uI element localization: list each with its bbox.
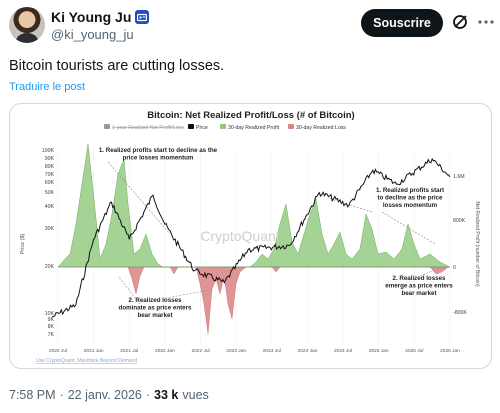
x-tick-label: 2020 Jul xyxy=(49,348,67,354)
tweet-time[interactable]: 7:58 PM xyxy=(9,388,56,402)
annotation-arrow xyxy=(154,289,211,301)
annotation-text: to decline as the price xyxy=(378,195,444,202)
verified-badge-icon[interactable] xyxy=(135,10,150,24)
annotation-arrow xyxy=(419,267,441,277)
annotation-text: losses momentum xyxy=(383,202,438,209)
author-handle[interactable]: @ki_young_ju xyxy=(51,27,134,42)
avatar[interactable] xyxy=(9,7,45,43)
price-line xyxy=(51,157,451,318)
views-label: vues xyxy=(182,388,209,402)
annotation-arrow xyxy=(107,161,171,235)
y-left-tick-label: 40K xyxy=(45,204,55,210)
y-right-tick-label: 1.6M xyxy=(453,174,465,180)
x-tick-label: 2021 Jan xyxy=(84,348,104,354)
legend-label: 30-day Realized Loss xyxy=(296,125,346,131)
annotation-text: bear market xyxy=(137,312,172,319)
tweet-date[interactable]: 22 janv. 2026 xyxy=(67,388,142,402)
meta-separator: · xyxy=(145,388,151,402)
annotation-arrow xyxy=(327,197,373,213)
legend-swatch xyxy=(288,124,294,129)
y-left-tick-label: 90K xyxy=(45,156,55,162)
legend-label: 1-year Realized Net Profit/Loss xyxy=(112,125,184,131)
y-left-tick-label: 8K xyxy=(48,324,55,330)
realized-profit-area xyxy=(57,143,451,268)
legend-label: Price xyxy=(196,125,208,131)
x-tick-label: 2024 Jan xyxy=(298,348,318,354)
views-count: 33 k xyxy=(154,388,179,402)
y-left-tick-label: 9K xyxy=(48,317,55,323)
y-right-label: Net Realized Profit (number of Bitcoin) xyxy=(474,201,480,287)
annotation-text: bear market xyxy=(401,290,436,297)
y-left-tick-label: 80K xyxy=(45,164,55,170)
meta-separator: · xyxy=(59,388,64,402)
y-left-tick-label: 7K xyxy=(48,332,55,338)
x-tick-label: 2021 Jul xyxy=(120,348,138,354)
chart-image-card[interactable]: Bitcoin: Net Realized Profit/Loss (# of … xyxy=(9,103,492,369)
legend-swatch xyxy=(104,124,110,129)
tweet-meta: 7:58 PM · 22 janv. 2026 · 33 k vues xyxy=(9,388,209,402)
x-tick-label: 2022 Jan xyxy=(155,348,175,354)
x-tick-label: 2023 Jul xyxy=(263,348,281,354)
x-tick-label: 2025 Jan xyxy=(369,348,389,354)
chart-legend: 1-year Realized Net Profit/Loss Price 30-d… xyxy=(104,124,346,131)
chart-svg: Bitcoin: Net Realized Profit/Loss (# of … xyxy=(20,110,480,364)
annotation-text: price losses momentum xyxy=(123,155,194,162)
author-name-row: Ki Young Ju xyxy=(51,9,150,25)
more-icon[interactable] xyxy=(477,13,495,31)
x-tick-label: 2023 Jan xyxy=(226,348,246,354)
y-left-tick-label: 10K xyxy=(45,311,55,317)
legend-swatch xyxy=(220,124,226,129)
chart-source: Use CryptoQuant, Maximize Beyond Demand xyxy=(36,358,137,364)
author-display-name[interactable]: Ki Young Ju xyxy=(51,9,132,25)
x-tick-label: 2026 Jan xyxy=(440,348,460,354)
x-tick-label: 2024 Jul xyxy=(334,348,352,354)
legend-swatch xyxy=(188,124,194,129)
y-right-tick-label: -800K xyxy=(453,310,467,316)
subscribe-button[interactable]: Souscrire xyxy=(361,9,443,37)
x-tick-label: 2025 Jul xyxy=(405,348,423,354)
y-left-tick-label: 60K xyxy=(45,180,55,186)
annotation-text: 1. Realized profits start xyxy=(376,187,444,194)
annotation-text: dominate as price enters xyxy=(119,305,192,312)
chart-title: Bitcoin: Net Realized Profit/Loss (# of … xyxy=(147,110,354,121)
x-tick-label: 2022 Jul xyxy=(191,348,209,354)
chart-watermark: CryptoQuant xyxy=(200,228,279,244)
annotation-text: emerge as price enters xyxy=(385,283,453,290)
grok-icon[interactable] xyxy=(451,13,469,31)
y-left-label: Price ($) xyxy=(20,233,26,254)
legend-label: 30-day Realized Profit xyxy=(228,125,280,131)
y-left-tick-label: 30K xyxy=(45,226,55,232)
annotation-text: 2. Realized losses xyxy=(393,275,447,282)
y-left-tick-label: 70K xyxy=(45,172,55,178)
y-right-tick-label: 0 xyxy=(453,265,456,271)
y-left-tick-label: 50K xyxy=(45,190,55,196)
y-right-tick-label: 800K xyxy=(453,218,466,224)
tweet-text: Bitcoin tourists are cutting losses. xyxy=(9,58,225,74)
annotation-text: 2. Realized losses xyxy=(129,297,183,304)
y-left-tick-label: 100K xyxy=(42,148,55,154)
translate-link[interactable]: Traduire le post xyxy=(9,81,86,93)
annotation-arrow xyxy=(117,275,141,305)
annotation-text: 1. Realized profits start to decline as … xyxy=(99,147,218,154)
y-left-tick-label: 20K xyxy=(45,264,55,270)
